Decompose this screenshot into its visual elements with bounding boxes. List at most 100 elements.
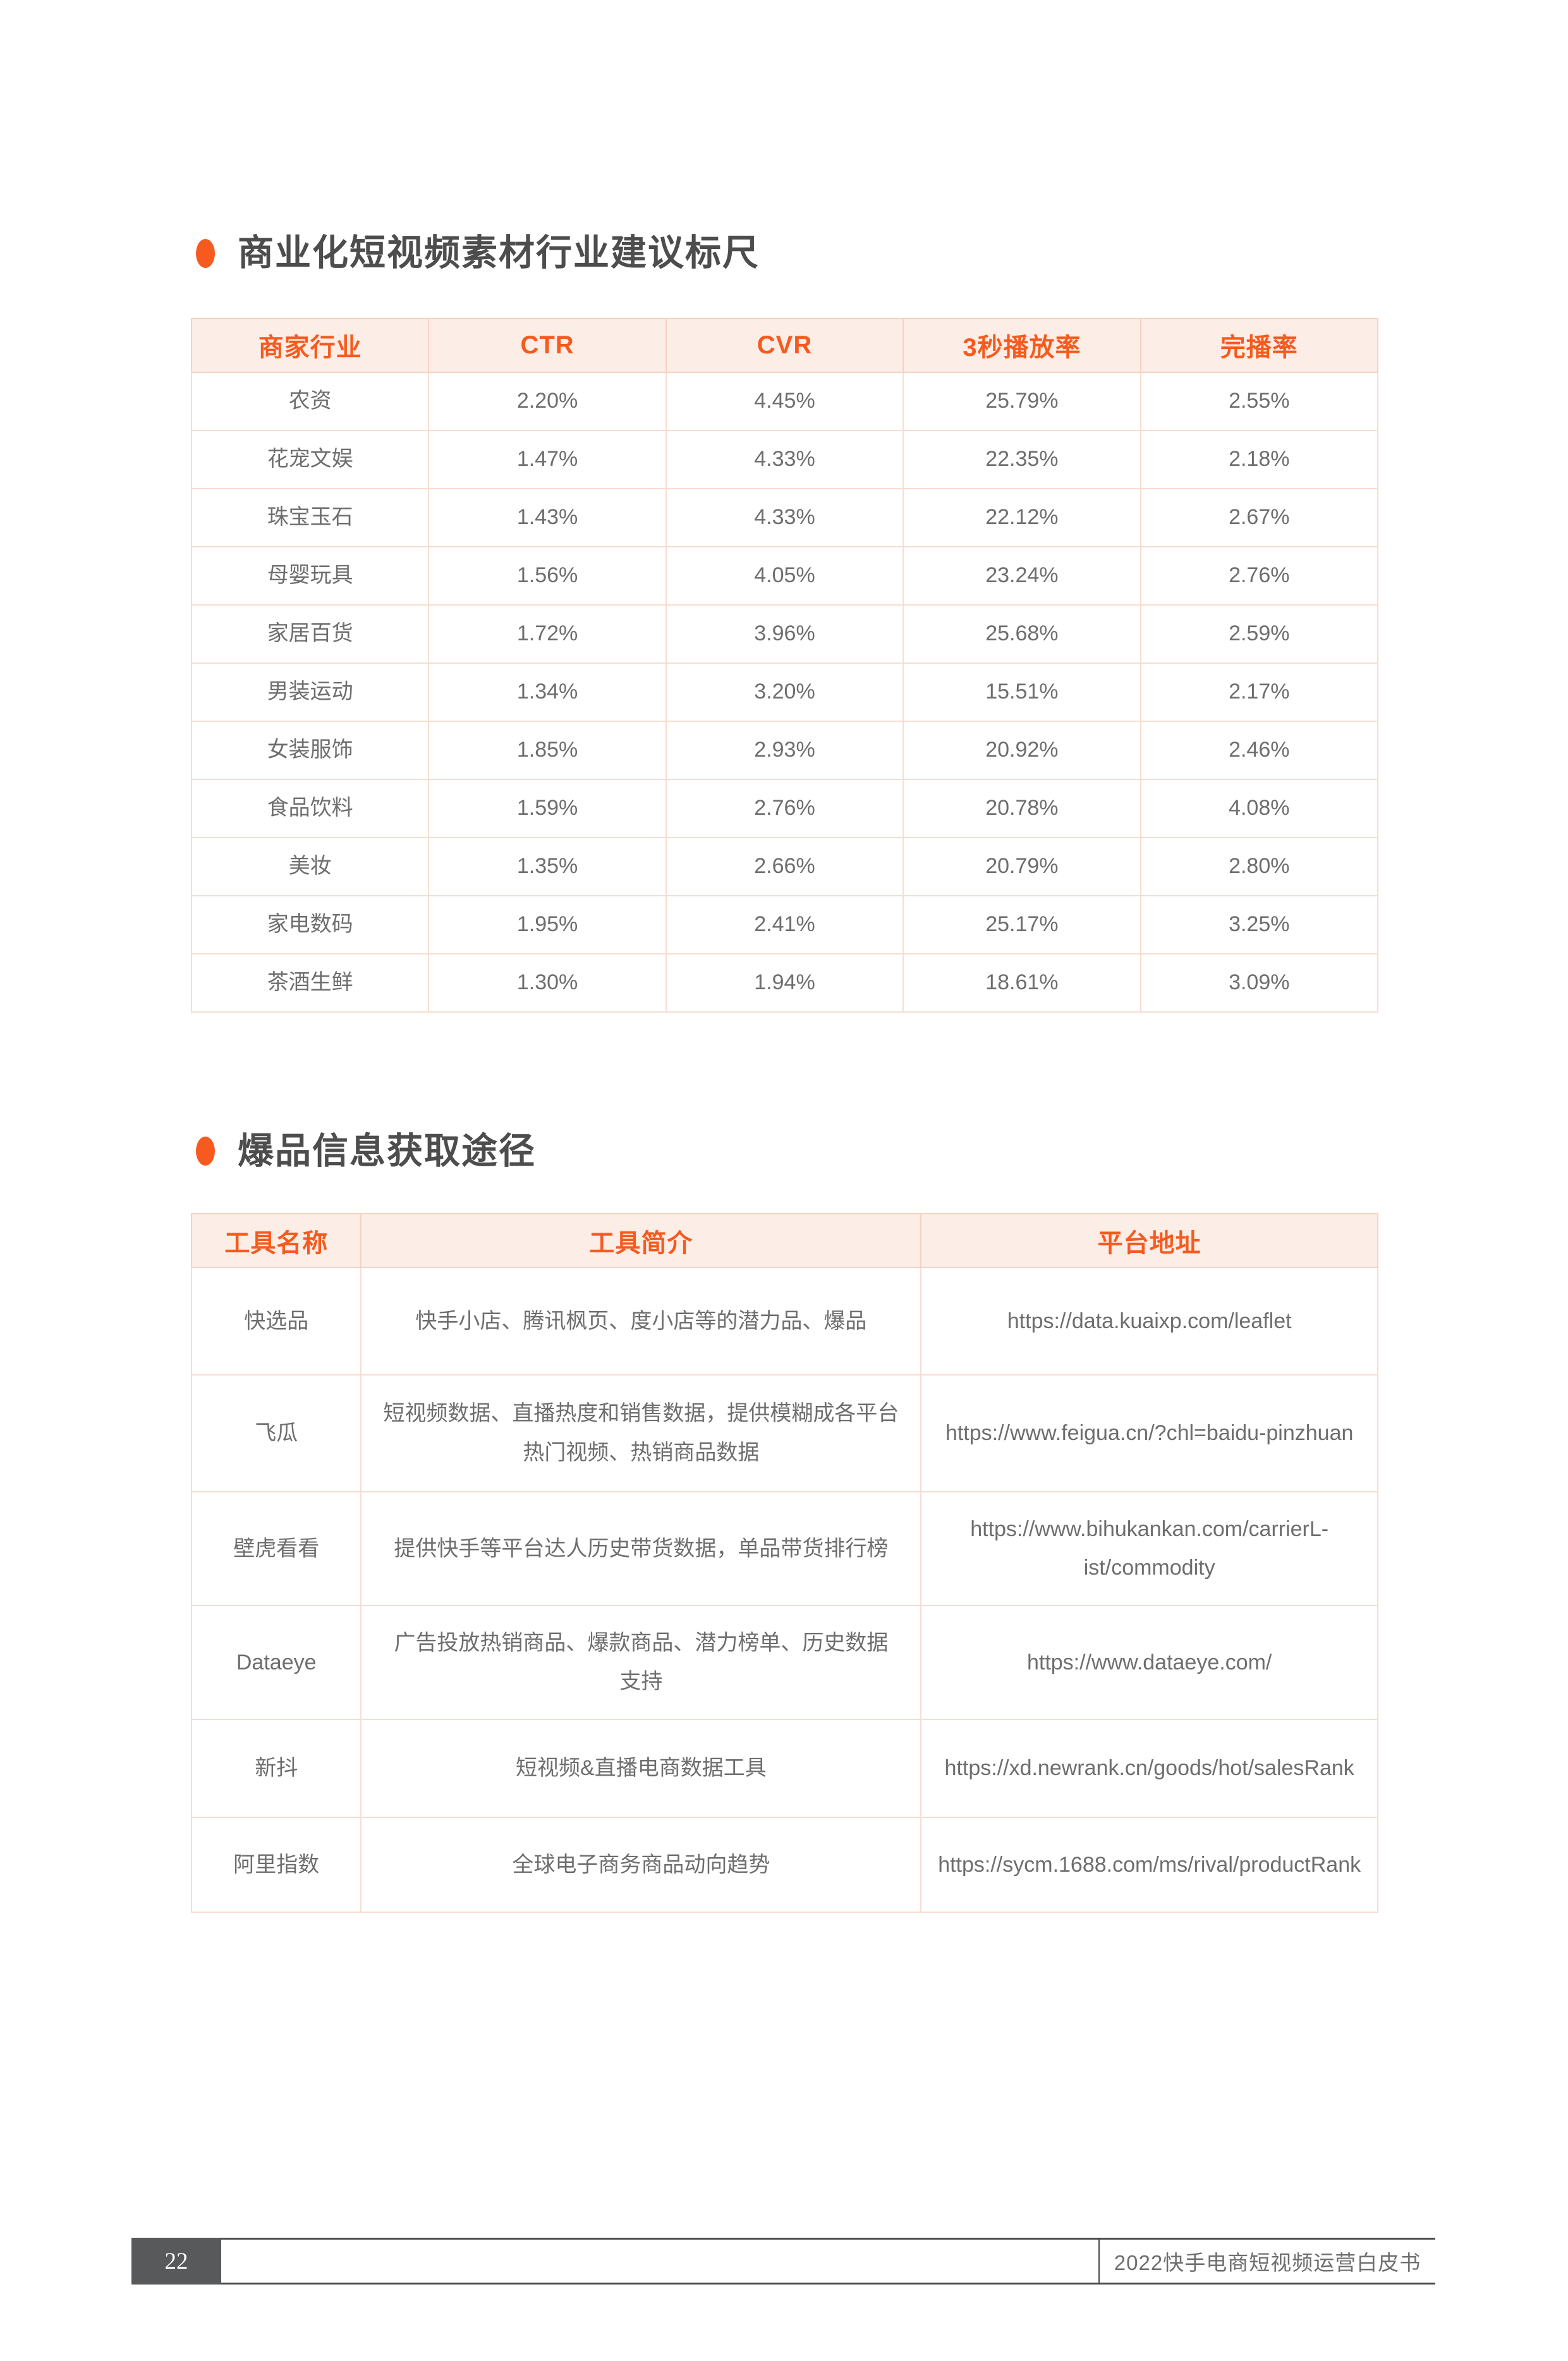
table-cell: 短视频&直播电商数据工具 (360, 1719, 922, 1819)
column-header: 平台地址 (920, 1213, 1378, 1269)
table-cell: 飞瓜 (190, 1374, 362, 1493)
table-cell: 1.56% (428, 546, 667, 606)
table-cell: 2.66% (665, 836, 904, 896)
table-cell: 4.05% (665, 546, 904, 606)
table-cell: 女装服饰 (190, 720, 430, 780)
document-page: 商业化短视频素材行业建议标尺 商家行业 CTR CVR 3秒播放率 完播率 农资 2.20… (0, 233, 1568, 2361)
table-cell: 2.41% (665, 894, 904, 955)
column-header: 工具简介 (360, 1213, 922, 1269)
section-title: 爆品信息获取途径 (238, 1130, 536, 1171)
table-cell: https://data.kuaixp.com/leaflet (920, 1267, 1378, 1376)
table-row: 花宠文娱 1.47% 4.33% 22.35% 2.18% (190, 429, 1379, 489)
table-cell: 2.55% (1140, 371, 1379, 431)
table-cell: 壁虎看看 (190, 1491, 362, 1607)
section-hot-product-tools: 爆品信息获取途径 工具名称 工具简介 平台地址 快选品 快手小店、腾讯枫页、度小店等的… (190, 1131, 1378, 1913)
table-cell: 4.45% (665, 371, 904, 431)
table-cell: 阿里指数 (190, 1817, 362, 1913)
page-number-badge: 22 (131, 2238, 221, 2285)
table-cell: 3.25% (1140, 894, 1379, 955)
table-cell: 4.08% (1140, 778, 1379, 838)
table-header-row: 工具名称 工具简介 平台地址 (190, 1213, 1378, 1269)
table-cell: 全球电子商务商品动向趋势 (360, 1817, 922, 1913)
table-cell: 20.78% (903, 778, 1141, 838)
table-cell: https://xd.newrank.cn/goods/hot/salesRan… (920, 1719, 1378, 1819)
table-cell: 1.95% (428, 894, 667, 955)
section-heading-tools: 爆品信息获取途径 (191, 1131, 1378, 1173)
table-cell: 男装运动 (190, 662, 430, 722)
table-cell: 1.59% (428, 778, 667, 838)
table-cell: 2.80% (1140, 836, 1379, 896)
table-row: 家居百货 1.72% 3.96% 25.68% 2.59% (190, 604, 1379, 664)
table-cell: 2.46% (1140, 720, 1379, 780)
tools-table: 工具名称 工具简介 平台地址 快选品 快手小店、腾讯枫页、度小店等的潜力品、爆品 htt… (190, 1213, 1378, 1913)
table-row: 壁虎看看 提供快手等平台达人历史带货数据，单品带货排行榜 https://www.b… (190, 1491, 1378, 1607)
table-cell: 1.43% (428, 487, 667, 547)
table-cell: 2.67% (1140, 487, 1379, 547)
table-cell: 农资 (190, 371, 430, 431)
table-cell: 20.92% (903, 720, 1141, 780)
table-header-row: 商家行业 CTR CVR 3秒播放率 完播率 (190, 317, 1379, 373)
table-row: 男装运动 1.34% 3.20% 15.51% 2.17% (190, 662, 1379, 722)
table-cell: 25.79% (903, 371, 1141, 431)
table-body: 农资 2.20% 4.45% 25.79% 2.55% 花宠文娱 1.47% 4.33% 22.… (190, 371, 1379, 1013)
table-cell: 1.72% (428, 604, 667, 664)
page-footer: 22 2022快手电商短视频运营白皮书 (131, 2238, 1435, 2285)
table-cell: 4.33% (665, 429, 904, 489)
benchmark-table: 商家行业 CTR CVR 3秒播放率 完播率 农资 2.20% 4.45% 25.79% 2.5… (190, 317, 1379, 1013)
table-row: Dataeye 广告投放热销商品、爆款商品、潜力榜单、历史数据 支持 https:/… (190, 1605, 1378, 1721)
table-cell: 茶酒生鲜 (190, 953, 430, 1013)
footer-divider-segment (221, 2240, 1100, 2283)
table-cell: https://sycm.1688.com/ms/rival/productRa… (920, 1817, 1378, 1913)
table-row: 新抖 短视频&直播电商数据工具 https://xd.newrank.cn/good… (190, 1719, 1378, 1819)
table-row: 母婴玩具 1.56% 4.05% 23.24% 2.76% (190, 546, 1379, 606)
table-cell: 快手小店、腾讯枫页、度小店等的潜力品、爆品 (360, 1267, 922, 1376)
table-cell: 22.35% (903, 429, 1141, 489)
table-cell: 广告投放热销商品、爆款商品、潜力榜单、历史数据 支持 (360, 1605, 922, 1721)
bullet-icon (196, 238, 215, 268)
table-cell: 22.12% (903, 487, 1141, 547)
table-cell: 提供快手等平台达人历史带货数据，单品带货排行榜 (360, 1491, 922, 1607)
table-cell: 1.47% (428, 429, 667, 489)
table-cell: 2.20% (428, 371, 667, 431)
table-row: 美妆 1.35% 2.66% 20.79% 2.80% (190, 836, 1379, 896)
table-cell: 23.24% (903, 546, 1141, 606)
column-header: 3秒播放率 (903, 317, 1141, 373)
footer-title: 2022快手电商短视频运营白皮书 (1114, 2251, 1421, 2274)
footer-title-segment: 2022快手电商短视频运营白皮书 (1100, 2240, 1435, 2283)
table-cell: https://www.dataeye.com/ (920, 1605, 1378, 1721)
column-header: CTR (428, 317, 667, 373)
table-row: 飞瓜 短视频数据、直播热度和销售数据，提供模糊成各平台 热门视频、热销商品数据 ht… (190, 1374, 1378, 1493)
table-cell: Dataeye (190, 1605, 362, 1721)
table-cell: 食品饮料 (190, 778, 430, 838)
table-cell: 家电数码 (190, 894, 430, 955)
table-cell: 25.68% (903, 604, 1141, 664)
table-cell: 花宠文娱 (190, 429, 430, 489)
table-cell: 母婴玩具 (190, 546, 430, 606)
bullet-icon (196, 1137, 215, 1166)
table-cell: 3.20% (665, 662, 904, 722)
table-row: 珠宝玉石 1.43% 4.33% 22.12% 2.67% (190, 487, 1379, 547)
section-heading-benchmark: 商业化短视频素材行业建议标尺 (191, 233, 1378, 274)
table-cell: 美妆 (190, 836, 430, 896)
table-row: 阿里指数 全球电子商务商品动向趋势 https://sycm.1688.com/ms… (190, 1817, 1378, 1913)
table-row: 女装服饰 1.85% 2.93% 20.92% 2.46% (190, 720, 1379, 780)
table-cell: 1.34% (428, 662, 667, 722)
table-cell: https://www.bihukankan.com/carrierL- ist… (920, 1491, 1378, 1607)
table-cell: 2.59% (1140, 604, 1379, 664)
page-content: 商业化短视频素材行业建议标尺 商家行业 CTR CVR 3秒播放率 完播率 农资 2.20… (0, 233, 1568, 1913)
table-cell: 短视频数据、直播热度和销售数据，提供模糊成各平台 热门视频、热销商品数据 (360, 1374, 922, 1493)
table-cell: 20.79% (903, 836, 1141, 896)
page-number: 22 (164, 2248, 188, 2274)
table-cell: 25.17% (903, 894, 1141, 955)
table-row: 农资 2.20% 4.45% 25.79% 2.55% (190, 371, 1379, 431)
table-body: 快选品 快手小店、腾讯枫页、度小店等的潜力品、爆品 https://data.kua… (190, 1267, 1378, 1913)
table-cell: 3.96% (665, 604, 904, 664)
table-row: 茶酒生鲜 1.30% 1.94% 18.61% 3.09% (190, 953, 1379, 1013)
column-header: CVR (665, 317, 904, 373)
section-benchmark: 商业化短视频素材行业建议标尺 商家行业 CTR CVR 3秒播放率 完播率 农资 2.20… (190, 233, 1379, 1013)
section-title: 商业化短视频素材行业建议标尺 (238, 233, 760, 273)
table-cell: 4.33% (665, 487, 904, 547)
table-cell: 2.93% (665, 720, 904, 780)
table-cell: 15.51% (903, 662, 1141, 722)
table-cell: 2.18% (1140, 429, 1379, 489)
